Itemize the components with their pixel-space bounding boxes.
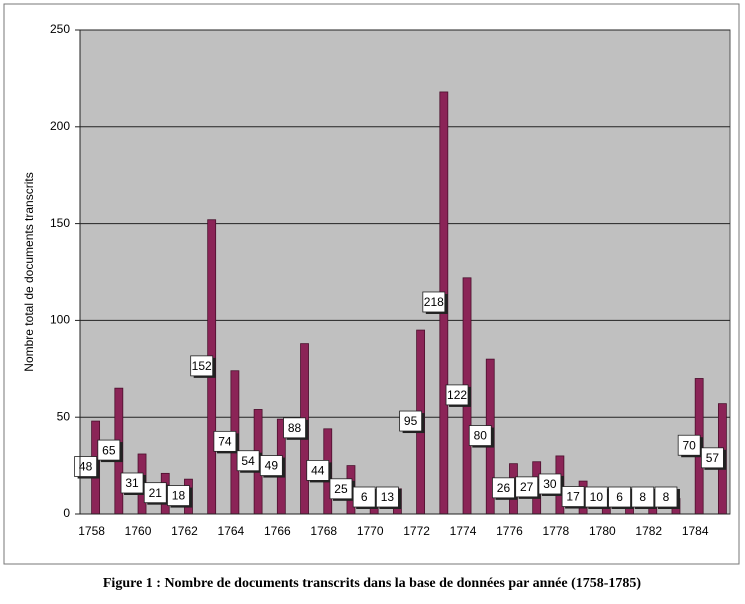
x-tick-label: 1770 <box>357 524 384 538</box>
data-label: 49 <box>265 459 279 473</box>
x-tick-label: 1768 <box>310 524 337 538</box>
data-label-box <box>700 447 724 469</box>
data-label: 10 <box>590 490 604 504</box>
data-label-box <box>677 434 701 456</box>
data-label: 65 <box>102 443 116 457</box>
x-tick-label: 1766 <box>264 524 291 538</box>
y-tick-label: 250 <box>50 22 70 36</box>
data-label-box <box>329 478 353 500</box>
data-label-box <box>283 417 306 439</box>
data-label-box <box>120 472 144 494</box>
data-label: 57 <box>706 451 720 465</box>
data-label: 70 <box>682 438 696 452</box>
y-tick-label: 150 <box>50 216 70 230</box>
x-tick-label: 1776 <box>496 524 523 538</box>
data-label: 25 <box>334 482 348 496</box>
data-label-box <box>561 486 585 507</box>
data-label: 74 <box>218 435 232 449</box>
x-tick-label: 1772 <box>403 524 430 538</box>
y-tick-label: 0 <box>63 506 70 520</box>
data-label-box <box>143 482 167 504</box>
data-label: 48 <box>79 460 93 474</box>
data-label-box <box>399 410 423 432</box>
caption: Figure 1 : Nombre de documents transcrit… <box>103 576 642 591</box>
data-label: 44 <box>311 464 325 478</box>
data-label-box <box>97 439 121 461</box>
data-label: 54 <box>241 454 255 468</box>
data-label-box <box>584 486 608 508</box>
data-label: 152 <box>192 359 212 373</box>
x-tick-label: 1780 <box>589 524 616 538</box>
y-tick-label: 50 <box>57 409 71 423</box>
data-label-box <box>352 486 376 508</box>
x-tick-label: 1758 <box>78 524 105 538</box>
data-label-box <box>167 485 190 506</box>
data-label: 26 <box>497 481 511 495</box>
data-label: 13 <box>381 490 395 504</box>
data-label: 8 <box>639 490 646 504</box>
data-label-box <box>538 473 562 495</box>
plot-area <box>79 29 731 515</box>
x-tick-label: 1774 <box>450 524 477 538</box>
data-label: 88 <box>288 421 302 435</box>
data-label: 30 <box>543 477 557 491</box>
y-tick-label: 200 <box>50 119 70 133</box>
x-tick-label: 1778 <box>543 524 570 538</box>
data-label-box <box>492 477 515 499</box>
data-label-box <box>306 460 330 481</box>
x-tick-label: 1764 <box>218 524 245 538</box>
data-label-box <box>445 384 469 406</box>
data-label-box <box>259 455 283 476</box>
data-label: 6 <box>616 490 623 504</box>
y-axis-label: Nombre total de documents transcrits <box>22 172 36 371</box>
data-label-box <box>631 486 655 508</box>
data-label-box <box>654 486 678 508</box>
data-label: 21 <box>149 486 163 500</box>
data-label: 17 <box>566 490 580 504</box>
x-tick-label: 1784 <box>682 524 709 538</box>
data-label: 122 <box>447 388 467 402</box>
data-label: 18 <box>172 489 186 503</box>
data-label-box <box>608 486 631 508</box>
x-tick-label: 1760 <box>125 524 152 538</box>
data-label: 218 <box>424 295 444 309</box>
data-label: 95 <box>404 414 418 428</box>
data-label-box <box>422 291 446 313</box>
x-tick-label: 1782 <box>635 524 662 538</box>
data-label-box <box>515 476 539 498</box>
data-label-box <box>236 450 260 472</box>
x-tick-label: 1762 <box>171 524 198 538</box>
data-label: 31 <box>125 476 139 490</box>
data-label: 8 <box>663 490 670 504</box>
data-label-box <box>213 430 237 452</box>
data-label-box <box>190 355 214 377</box>
data-label-box <box>375 486 399 508</box>
y-tick-label: 100 <box>50 313 70 327</box>
data-label-box <box>468 425 492 446</box>
data-label: 80 <box>474 429 488 443</box>
data-label: 27 <box>520 480 534 494</box>
data-label: 6 <box>361 490 368 504</box>
